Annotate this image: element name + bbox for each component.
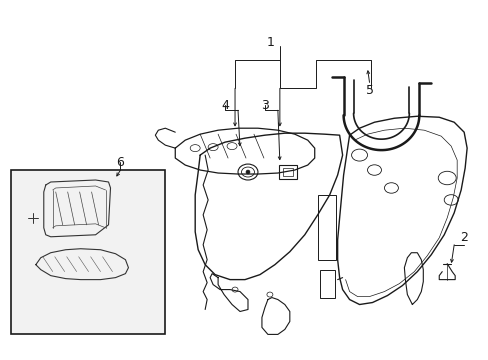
Ellipse shape xyxy=(48,185,53,190)
Text: 2: 2 xyxy=(459,231,467,244)
Bar xyxy=(317,195,335,260)
Ellipse shape xyxy=(104,225,109,230)
Text: 4: 4 xyxy=(221,99,228,112)
Ellipse shape xyxy=(351,149,367,161)
Bar xyxy=(282,168,292,176)
Ellipse shape xyxy=(104,185,109,190)
Bar xyxy=(11,170,165,334)
Ellipse shape xyxy=(48,225,53,230)
Text: 3: 3 xyxy=(261,99,268,112)
Ellipse shape xyxy=(28,213,38,223)
Text: 1: 1 xyxy=(266,36,274,49)
Bar xyxy=(319,270,334,298)
Ellipse shape xyxy=(367,165,381,175)
Text: 5: 5 xyxy=(365,84,373,97)
Ellipse shape xyxy=(443,195,457,205)
Ellipse shape xyxy=(384,183,398,193)
Bar xyxy=(278,165,296,179)
Ellipse shape xyxy=(245,170,249,174)
Ellipse shape xyxy=(238,164,258,180)
Text: 6: 6 xyxy=(116,156,124,168)
Ellipse shape xyxy=(437,171,455,185)
